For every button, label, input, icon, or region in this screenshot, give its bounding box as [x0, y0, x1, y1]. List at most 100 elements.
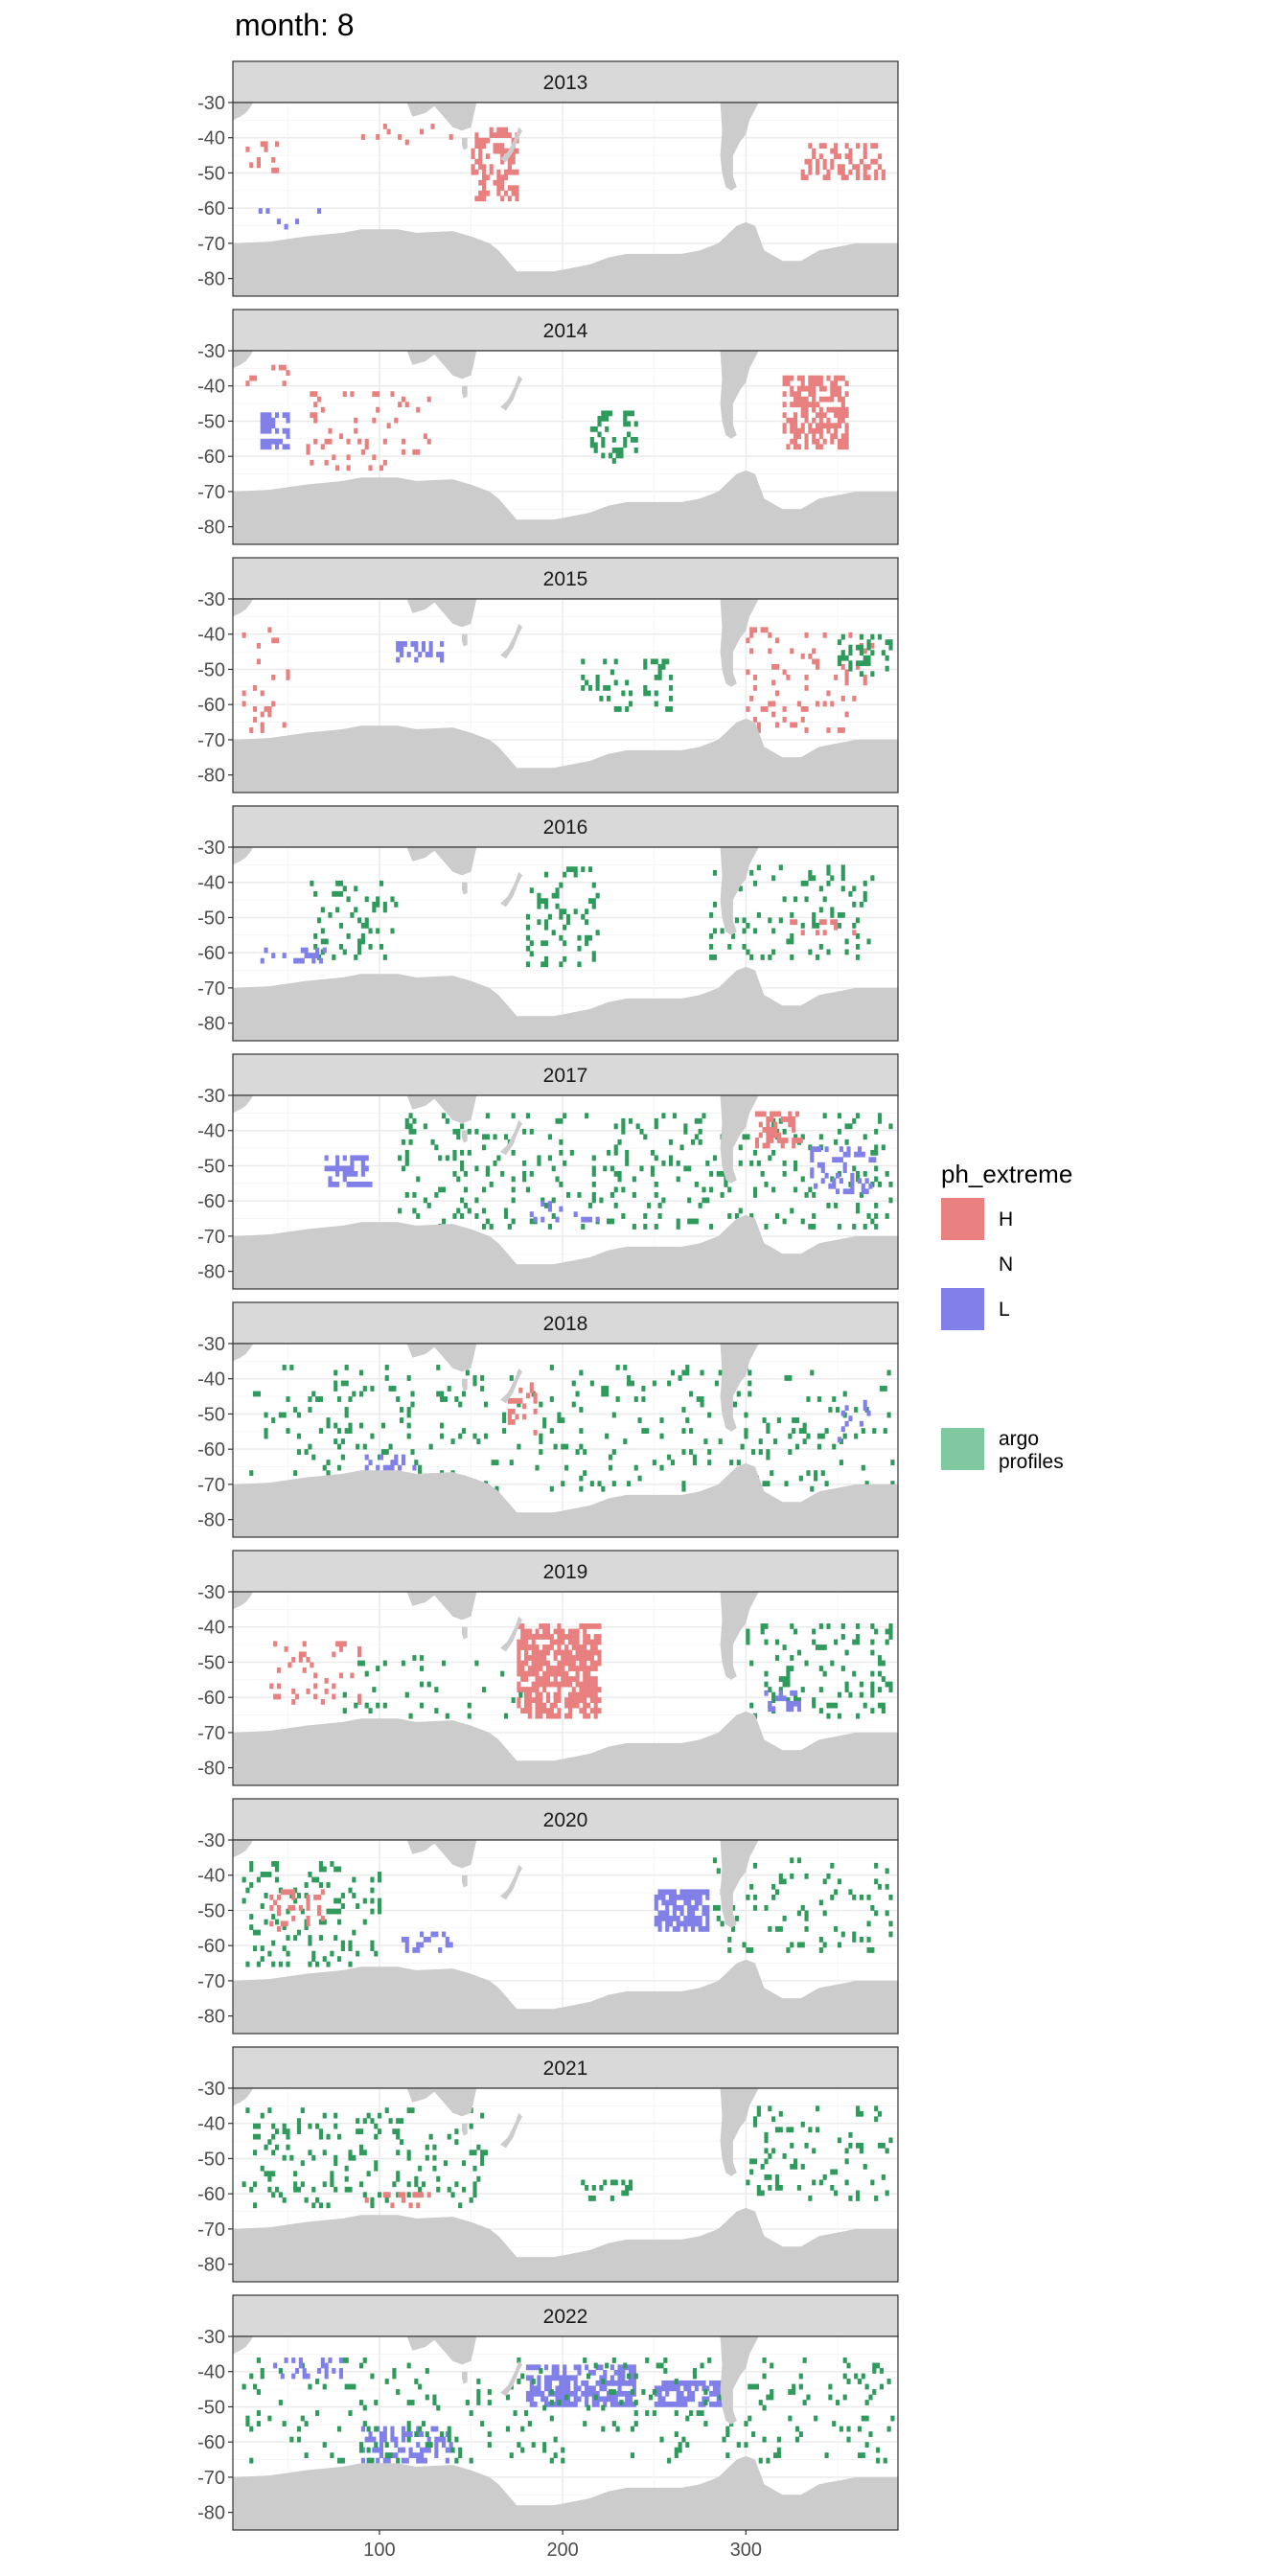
data-cell-argo [689, 1391, 694, 1397]
data-cell-argo [489, 1224, 494, 1230]
data-cell-argo [603, 658, 608, 665]
data-cell-argo [698, 1117, 702, 1124]
data-cell-H [553, 1666, 558, 1671]
data-cell-argo [601, 1386, 606, 1392]
data-cell-argo [842, 2373, 847, 2380]
data-cell-argo [404, 1192, 409, 1198]
data-cell-L [709, 2390, 714, 2397]
panel-border [232, 102, 899, 297]
data-cell-argo [311, 1876, 316, 1883]
data-cell-argo [356, 1903, 360, 1909]
data-cell-H [792, 1121, 796, 1128]
data-cell-argo [722, 2436, 726, 2443]
data-cell-argo [561, 2457, 565, 2464]
data-cell-H [561, 1670, 565, 1677]
data-cell-L [625, 2401, 630, 2407]
data-cell-H [515, 1397, 519, 1404]
data-cell-argo [542, 2404, 547, 2411]
data-cell-H [567, 1691, 572, 1698]
data-cell-argo [844, 1649, 849, 1656]
data-cell-H [531, 1649, 536, 1656]
data-cell-argo [334, 1422, 338, 1429]
data-cell-H [760, 706, 765, 712]
data-cell-argo [623, 415, 628, 422]
data-cell-argo [738, 1144, 743, 1151]
data-cell-L [842, 1167, 847, 1174]
data-cell-H [830, 701, 835, 707]
data-cell-argo [344, 1412, 349, 1418]
data-cell-H [790, 423, 794, 429]
data-cell-L [368, 1181, 373, 1187]
data-cell-argo [615, 452, 620, 459]
data-cell-argo [790, 938, 794, 945]
data-cell-argo [539, 1438, 543, 1444]
data-cell-argo [352, 1929, 356, 1936]
data-cell-argo [454, 2181, 459, 2188]
landmass [500, 1119, 523, 1156]
data-cell-H [796, 701, 801, 707]
data-cell-argo [336, 2133, 342, 2140]
data-cell-H [401, 448, 406, 455]
y-tick-label: -40 [197, 873, 225, 894]
data-cell-L [687, 1904, 692, 1911]
data-cell-H [503, 169, 509, 175]
data-cell-argo [352, 1893, 356, 1898]
data-cell-argo [866, 660, 871, 667]
data-cell-H [549, 1666, 554, 1671]
data-cell-argo [842, 2394, 847, 2401]
data-cell-argo [447, 2436, 451, 2443]
data-cell-L [430, 2426, 435, 2432]
data-cell-H [398, 134, 402, 140]
data-cell-argo [491, 1460, 495, 1466]
data-cell-argo [776, 2436, 781, 2443]
data-cell-H [401, 2196, 406, 2203]
data-cell-H [523, 1628, 529, 1635]
data-cell-argo [425, 2144, 429, 2150]
data-cell-argo [583, 2421, 587, 2426]
data-cell-argo [794, 1186, 798, 1193]
data-cell-argo [460, 1149, 465, 1156]
data-cell-argo [587, 934, 593, 941]
data-cell-L [350, 1160, 355, 1166]
data-cell-argo [591, 951, 596, 957]
data-cell-H [597, 1639, 602, 1645]
data-cell-L [676, 1894, 680, 1900]
data-cell-H [531, 1639, 536, 1645]
data-cell-argo [460, 1197, 465, 1204]
data-cell-argo [885, 1910, 889, 1917]
data-cell-L [544, 2380, 549, 2386]
data-cell-argo [399, 1407, 404, 1413]
data-cell-argo [830, 911, 835, 918]
data-cell-argo [756, 1160, 761, 1166]
data-cell-argo [256, 2123, 261, 2129]
data-cell-H [862, 674, 867, 680]
data-cell-L [529, 2396, 534, 2403]
data-cell-L [577, 2364, 582, 2371]
data-cell-argo [762, 2358, 767, 2363]
panel-border [232, 1591, 899, 1786]
legend-label: profiles [999, 1451, 1064, 1473]
data-cell-argo [760, 1628, 765, 1635]
data-cell-argo [374, 2123, 379, 2129]
data-cell-argo [877, 1117, 883, 1124]
data-cell-argo [370, 1876, 375, 1883]
data-cell-argo [888, 644, 893, 651]
data-cell-argo [330, 1950, 334, 1957]
data-cell-H [818, 412, 823, 419]
data-cell-L [794, 1700, 798, 1707]
panel-contents [233, 847, 898, 1041]
data-cell-argo [808, 1186, 813, 1193]
landmass [233, 351, 253, 369]
data-cell-argo [764, 1670, 769, 1677]
data-cell-argo [583, 2358, 587, 2363]
data-cell-argo [553, 2436, 558, 2443]
y-tick-label: -40 [197, 2362, 225, 2383]
data-cell-L [690, 1904, 696, 1911]
data-cell-H [589, 1639, 594, 1645]
data-cell-argo [752, 880, 758, 886]
data-cell-L [585, 1216, 589, 1223]
data-cell-H [593, 1634, 598, 1640]
data-cell-argo [732, 1401, 738, 1408]
data-cell-H [557, 1708, 562, 1714]
data-cell-argo [746, 1628, 750, 1635]
